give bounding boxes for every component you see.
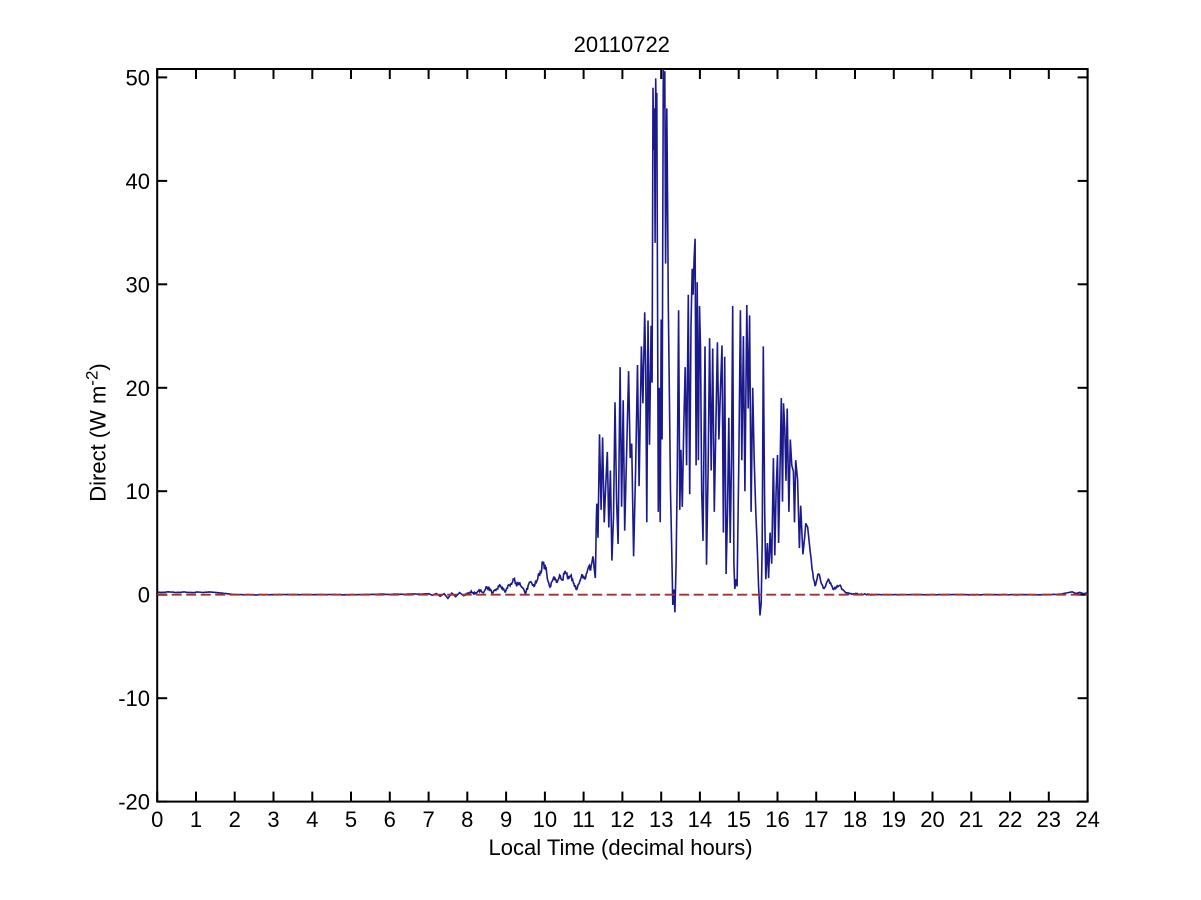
svg-text:13: 13 [649,807,673,832]
svg-text:5: 5 [345,807,357,832]
svg-text:16: 16 [765,807,789,832]
svg-text:18: 18 [843,807,867,832]
svg-text:15: 15 [726,807,750,832]
svg-text:20: 20 [920,807,944,832]
svg-text:Direct (W m-2): Direct (W m-2) [83,363,111,502]
svg-text:17: 17 [804,807,828,832]
svg-text:1: 1 [190,807,202,832]
svg-text:4: 4 [306,807,318,832]
svg-text:24: 24 [1075,807,1099,832]
svg-text:6: 6 [384,807,396,832]
svg-text:12: 12 [610,807,634,832]
svg-text:21: 21 [959,807,983,832]
svg-text:7: 7 [422,807,434,832]
svg-text:20110722: 20110722 [574,32,670,57]
svg-text:10: 10 [533,807,557,832]
svg-text:-10: -10 [118,686,150,711]
svg-text:8: 8 [461,807,473,832]
svg-text:23: 23 [1037,807,1061,832]
svg-text:3: 3 [267,807,279,832]
svg-text:0: 0 [138,583,150,608]
svg-text:Local Time (decimal hours): Local Time (decimal hours) [489,835,753,860]
svg-text:2: 2 [229,807,241,832]
svg-text:22: 22 [998,807,1022,832]
svg-text:10: 10 [126,479,150,504]
svg-text:30: 30 [126,272,150,297]
svg-text:11: 11 [572,807,595,832]
svg-text:14: 14 [688,807,712,832]
svg-text:0: 0 [151,807,163,832]
svg-text:-20: -20 [118,790,150,815]
svg-text:40: 40 [126,169,150,194]
svg-text:9: 9 [500,807,512,832]
svg-text:50: 50 [126,65,150,90]
svg-text:20: 20 [126,376,150,401]
svg-text:19: 19 [882,807,906,832]
